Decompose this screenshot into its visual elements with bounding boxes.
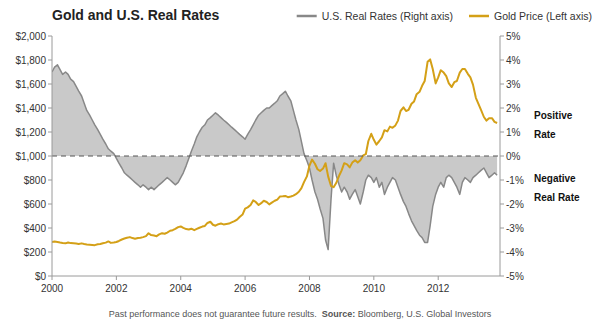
chart: Gold and U.S. Real Rates 2000 2002 2004 2006… xyxy=(0,0,600,325)
y2-tick xyxy=(500,60,504,61)
y-tick xyxy=(48,132,52,133)
axes: 2000 2002 2004 2006 2008 2010 2012 $0 $200 $400 $6… xyxy=(15,31,523,295)
y2-tick-label: 5% xyxy=(506,31,521,42)
y2-tick-label: -5% xyxy=(506,271,524,282)
y-tick xyxy=(48,180,52,181)
y2-tick xyxy=(500,156,504,157)
y2-tick xyxy=(500,276,504,277)
x-tick xyxy=(180,276,181,280)
y-tick-label: $1,400 xyxy=(15,103,46,114)
y-tick xyxy=(48,36,52,37)
y2-tick-label: 3% xyxy=(506,79,521,90)
annotations: Positive Rate Negative Real Rate xyxy=(534,110,580,203)
y-tick xyxy=(48,228,52,229)
title: Gold and U.S. Real Rates xyxy=(52,7,219,23)
x-tick-label: 2000 xyxy=(41,283,64,294)
y-tick-label: $1,000 xyxy=(15,151,46,162)
y2-tick xyxy=(500,180,504,181)
y2-tick xyxy=(500,228,504,229)
y-tick-label: $400 xyxy=(24,223,47,234)
x-tick xyxy=(309,276,310,280)
y-tick xyxy=(48,156,52,157)
x-tick xyxy=(438,276,439,280)
y-tick xyxy=(48,84,52,85)
x-tick-label: 2002 xyxy=(105,283,128,294)
y2-tick-label: 0% xyxy=(506,151,521,162)
x-tick-label: 2010 xyxy=(363,283,386,294)
area-fill xyxy=(52,65,497,250)
x-axis-line xyxy=(52,276,500,277)
y2-tick xyxy=(500,252,504,253)
annotation: Positive xyxy=(534,110,573,121)
annotation: Negative xyxy=(534,173,576,184)
y-tick-label: $600 xyxy=(24,199,47,210)
y-tick-label: $1,200 xyxy=(15,127,46,138)
x-tick xyxy=(52,276,53,280)
x-tick-label: 2006 xyxy=(234,283,257,294)
y2-tick-label: -2% xyxy=(506,199,524,210)
y2-tick-label: 2% xyxy=(506,103,521,114)
legend-swatch xyxy=(297,15,317,18)
y-tick-label: $1,800 xyxy=(15,55,46,66)
legend-label: Gold Price (Left axis) xyxy=(494,10,592,22)
legend: U.S. Real Rates (Right axis) Gold Price (… xyxy=(297,10,592,22)
y-tick xyxy=(48,252,52,253)
y-tick xyxy=(48,60,52,61)
y-tick-label: $0 xyxy=(35,271,47,282)
series-line xyxy=(52,65,497,250)
x-tick xyxy=(116,276,117,280)
y-tick-label: $1,600 xyxy=(15,79,46,90)
y-tick-label: $2,000 xyxy=(15,31,46,42)
y-tick xyxy=(48,108,52,109)
series-line xyxy=(52,59,497,245)
reference-line xyxy=(52,156,500,157)
y2-tick xyxy=(500,84,504,85)
y2-tick xyxy=(500,204,504,205)
x-tick-label: 2004 xyxy=(170,283,193,294)
y2-tick-label: -4% xyxy=(506,247,524,258)
y2-tick-label: 1% xyxy=(506,127,521,138)
x-tick-label: 2012 xyxy=(427,283,450,294)
legend-label: U.S. Real Rates (Right axis) xyxy=(322,10,453,22)
y2-tick-label: -3% xyxy=(506,223,524,234)
x-tick-label: 2008 xyxy=(298,283,321,294)
y-tick xyxy=(48,276,52,277)
x-tick xyxy=(373,276,374,280)
plot-area xyxy=(52,59,500,249)
footnote-part: Bloomberg, U.S. Global Investors xyxy=(355,309,492,319)
y2-tick-label: -1% xyxy=(506,175,524,186)
y-tick-label: $800 xyxy=(24,175,47,186)
y2-tick-label: 4% xyxy=(506,55,521,66)
y2-tick xyxy=(500,108,504,109)
y-tick xyxy=(48,204,52,205)
x-tick xyxy=(245,276,246,280)
footnote-part: Past performance does not guarantee futu… xyxy=(109,309,322,319)
legend-swatch xyxy=(469,15,489,18)
annotation: Real Rate xyxy=(534,192,580,203)
y-tick-label: $200 xyxy=(24,247,47,258)
y2-tick xyxy=(500,132,504,133)
page: {"chart_data": { "type": "line", "title"… xyxy=(0,0,600,325)
annotation: Rate xyxy=(534,129,556,140)
y2-tick xyxy=(500,36,504,37)
footnote-part: Source: xyxy=(322,309,356,319)
footnote: Past performance does not guarantee futu… xyxy=(109,309,492,319)
